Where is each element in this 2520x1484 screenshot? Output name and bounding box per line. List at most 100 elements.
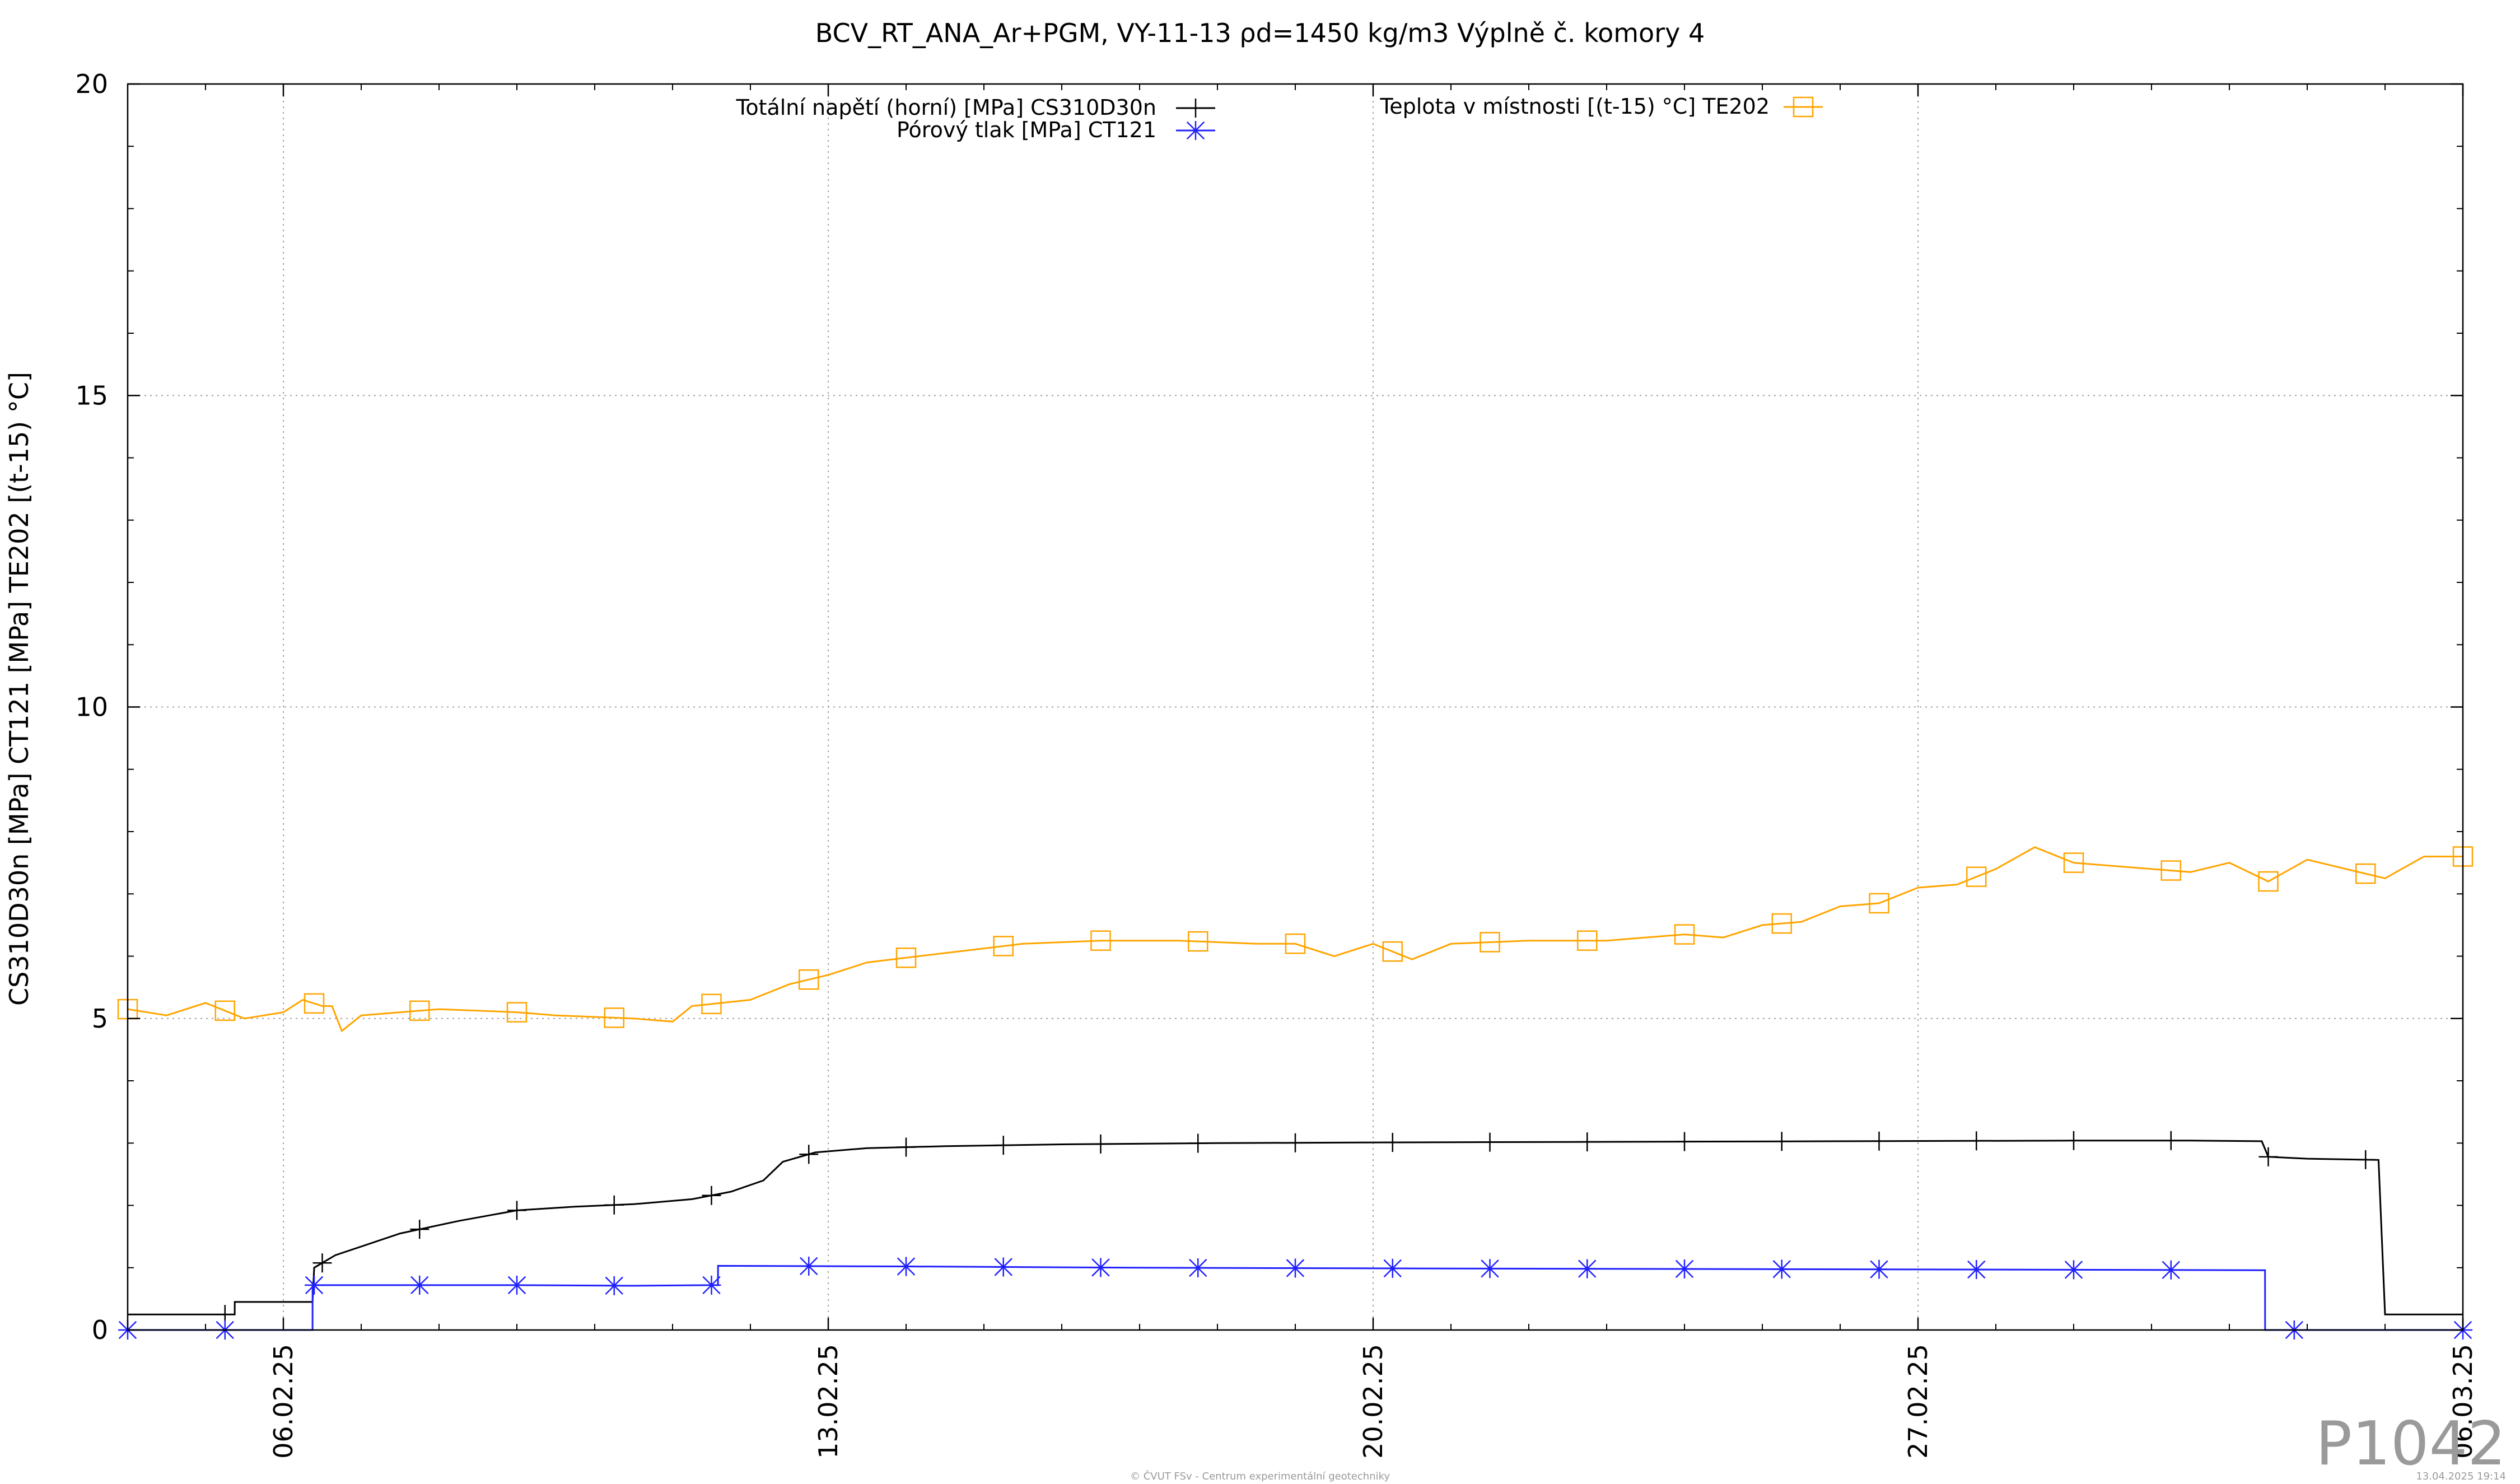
series-line-star (128, 1264, 2463, 1331)
legend-marker-plus-shape (1186, 99, 1205, 118)
series-point-plus (993, 1136, 1013, 1155)
legend-label: Teplota v místnosti [(t-15) °C] TE202 (1379, 94, 1770, 119)
series-point-star-shape (799, 1256, 819, 1276)
series-point-plus (897, 1137, 916, 1157)
x-tick-label: 20.02.25 (1358, 1344, 1388, 1459)
series-point-square-shape (409, 1000, 430, 1021)
series-point-square (1869, 893, 1889, 914)
series-point-plus (1480, 1132, 1500, 1152)
series-point-star (1286, 1258, 1305, 1278)
series-point-square (1577, 930, 1598, 951)
chart-title: BCV_RT_ANA_Ar+PGM, VY-11-13 ρd=1450 kg/m… (815, 18, 1705, 48)
series-point-star-shape (410, 1275, 430, 1295)
series-point-square-shape (1674, 924, 1695, 945)
series-point-star (2064, 1260, 2083, 1280)
y-tick-label: 15 (75, 380, 108, 410)
series-point-square-shape (214, 1000, 235, 1021)
series-point-plus (1188, 1133, 1208, 1153)
series-point-plus-shape (1383, 1133, 1402, 1152)
legend-label: Totální napětí (horní) [MPa] CS310D30n (736, 95, 1156, 120)
series-line-plus (128, 1140, 2463, 1315)
series-point-star-shape (305, 1275, 324, 1295)
series-point-plus (604, 1195, 624, 1215)
footer-credit: © ČVUT FSv - Centrum experimentální geot… (1130, 1470, 1390, 1482)
series-point-star (799, 1256, 819, 1276)
series-point-square (2258, 871, 2279, 892)
series-point-star-shape (507, 1275, 526, 1295)
series-point-square (1382, 941, 1403, 962)
series-point-star (1188, 1258, 1208, 1278)
series-point-plus-shape (1578, 1132, 1597, 1152)
series-point-star-shape (702, 1275, 721, 1295)
series-point-plus-shape (312, 1253, 332, 1273)
series-point-square (1188, 931, 1208, 952)
series-point-plus (1578, 1132, 1597, 1152)
series-point-plus-shape (2064, 1131, 2083, 1150)
series-point-star (1578, 1259, 1597, 1278)
axis-ticks: 0 5 10 15 20 06.02.25 13.02.25 20.02.25 27.02.25… (75, 69, 2478, 1459)
series-point-plus (2258, 1147, 2278, 1166)
series-point-square (304, 993, 325, 1014)
series-point-plus-shape (1772, 1132, 1791, 1151)
series-point-star (2161, 1260, 2181, 1280)
series-point-square (701, 993, 722, 1015)
series-point-star (1480, 1259, 1500, 1278)
series-point-plus-shape (2161, 1131, 2181, 1150)
series-point-square (993, 936, 1014, 956)
legend-marker-plus (1186, 99, 1205, 118)
series-point-square (2160, 860, 2181, 881)
series-point-star-shape (1286, 1258, 1305, 1278)
series-point-square-shape (2160, 860, 2181, 881)
series-point-plus (1286, 1133, 1305, 1152)
series-point-square (895, 948, 917, 968)
legend-marker-square-shape (1793, 96, 1814, 118)
legend-marker-star-shape (1186, 121, 1205, 140)
series-point-plus-shape (993, 1136, 1013, 1155)
legend: Totální napětí (horní) [MPa] CS310D30nPó… (736, 94, 1823, 142)
plot-id-watermark: P1042 (2316, 1409, 2506, 1479)
series-point-square (409, 1000, 430, 1021)
series-point-star-shape (2064, 1260, 2083, 1280)
series-point-plus (507, 1201, 526, 1220)
series-point-star (1675, 1259, 1694, 1278)
y-tick-label: 10 (75, 692, 108, 722)
series-point-plus-shape (2258, 1147, 2278, 1166)
series-point-plus-shape (410, 1220, 430, 1239)
series-point-square (799, 969, 819, 990)
series-point-square (1285, 934, 1306, 954)
series-point-star-shape (993, 1257, 1013, 1277)
series-point-plus-shape (702, 1186, 721, 1205)
series-point-star (1967, 1260, 1986, 1280)
series-point-plus (1967, 1131, 1986, 1151)
series-point-plus (702, 1186, 721, 1205)
series-point-square-shape (304, 993, 325, 1014)
series-point-star (604, 1276, 624, 1295)
series-point-plus (1091, 1134, 1110, 1154)
series-point-square-shape (895, 948, 917, 968)
series-point-plus (2161, 1131, 2181, 1150)
series-point-square-shape (604, 1007, 624, 1028)
series-point-plus (1383, 1133, 1402, 1152)
series-line-square (127, 846, 2463, 1033)
y-tick-label: 5 (92, 1004, 108, 1034)
series-point-square (506, 1002, 528, 1023)
series-point-square (604, 1007, 624, 1028)
series-point-square-shape (1480, 932, 1500, 953)
series-point-square (1966, 866, 1987, 887)
series-point-plus-shape (1675, 1132, 1694, 1151)
series-point-square-shape (1382, 941, 1403, 962)
series-point-star (897, 1257, 916, 1276)
series-point-plus-shape (1286, 1133, 1305, 1152)
series-point-star-shape (2161, 1260, 2181, 1280)
series-point-star (507, 1275, 526, 1295)
series-point-plus-shape (1480, 1132, 1500, 1152)
x-tick-label: 06.03.25 (2448, 1344, 2478, 1459)
series-point-star-shape (1869, 1259, 1889, 1279)
series-point-star-shape (1967, 1260, 1986, 1280)
series-point-square-shape (1771, 913, 1792, 934)
series-point-square-shape (1577, 930, 1598, 951)
series-point-star-shape (1188, 1258, 1208, 1278)
series-point-star-shape (897, 1257, 916, 1276)
series-point-square-shape (1090, 930, 1111, 951)
series-point-star (1383, 1258, 1402, 1278)
